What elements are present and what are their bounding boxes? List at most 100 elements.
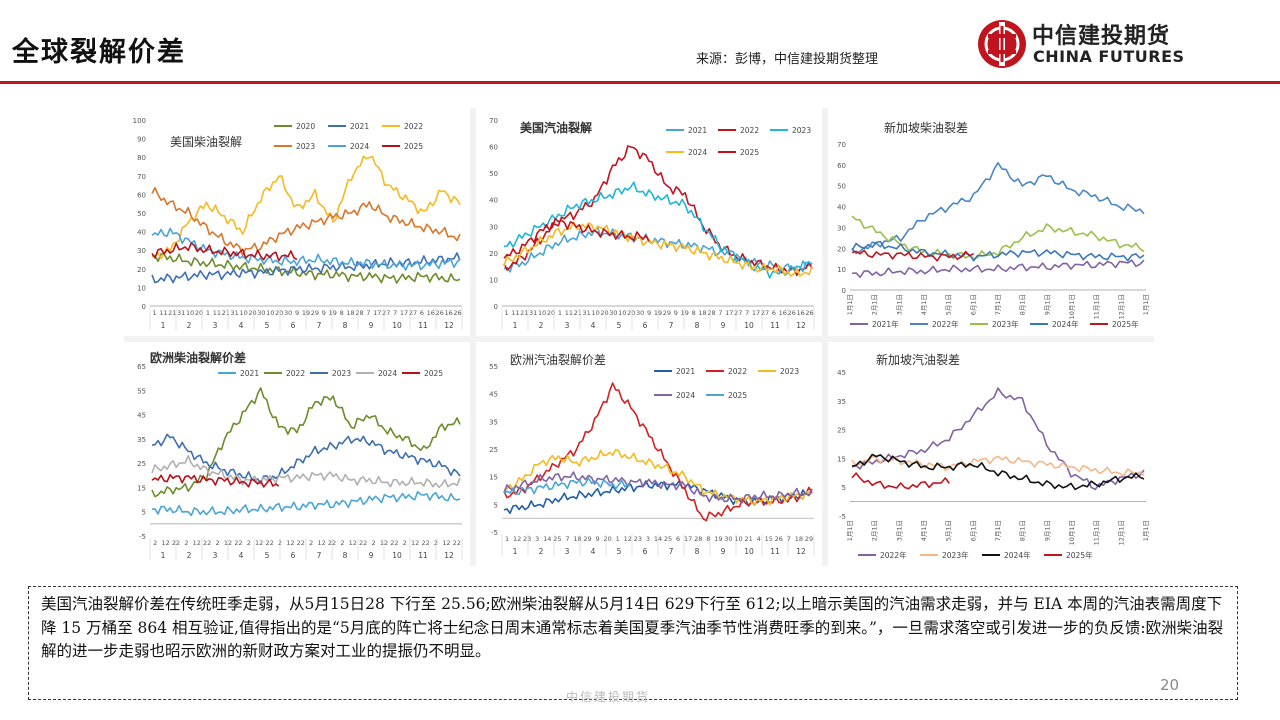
x-date-tick-label: 4 bbox=[757, 535, 761, 543]
x-date-tick-label: 30 bbox=[284, 309, 292, 317]
x-month-label: 8 bbox=[343, 551, 348, 560]
x-date-tick-label: 16 bbox=[779, 309, 787, 317]
y-tick-label: 50 bbox=[837, 183, 846, 191]
x-date-tick-label: 6 bbox=[772, 309, 776, 317]
header-divider bbox=[0, 81, 1280, 84]
page-number: 20 bbox=[1160, 676, 1180, 694]
x-tick-label: 1月1日 bbox=[846, 520, 854, 541]
x-month-label: 1 bbox=[513, 321, 518, 330]
legend-label: 2022 bbox=[728, 367, 747, 376]
x-date-tick-label: 17 bbox=[684, 535, 692, 543]
x-month-label: 9 bbox=[369, 321, 374, 330]
y-tick-label: 25 bbox=[489, 446, 498, 454]
x-date-tick-label: 30 bbox=[636, 309, 644, 317]
legend-label: 2024年 bbox=[1052, 319, 1079, 329]
x-month-label: 7 bbox=[317, 551, 322, 560]
x-date-tick-label: 2 bbox=[247, 539, 251, 547]
x-date-tick-label: 27 bbox=[409, 309, 417, 317]
chart-title: 新加坡柴油裂差 bbox=[884, 120, 968, 135]
y-tick-label: 45 bbox=[489, 391, 498, 399]
x-tick-label: 3月1日 bbox=[895, 520, 903, 541]
legend-label: 2024年 bbox=[1004, 550, 1031, 560]
x-date-tick-label: 25 bbox=[553, 535, 561, 543]
y-tick-label: 15 bbox=[837, 455, 846, 463]
chart-title: 欧洲柴油裂解价差 bbox=[150, 350, 246, 365]
x-date-tick-label: 10 bbox=[618, 309, 626, 317]
y-tick-label: 60 bbox=[489, 144, 498, 152]
legend-label: 2023 bbox=[332, 369, 351, 378]
legend-label: 2021 bbox=[688, 126, 707, 135]
x-month-label: 9 bbox=[369, 551, 374, 560]
x-tick-label: 5月1日 bbox=[945, 520, 953, 541]
y-tick-label: -5 bbox=[491, 529, 498, 537]
x-tick-label: 12月1日 bbox=[1117, 520, 1125, 545]
x-date-tick-label: 29 bbox=[805, 535, 813, 543]
legend-label: 2022年 bbox=[880, 550, 907, 560]
x-month-label: 4 bbox=[591, 547, 596, 556]
y-tick-label: 50 bbox=[137, 210, 146, 218]
x-date-tick-label: 1 bbox=[616, 535, 620, 543]
x-month-label: 11 bbox=[770, 321, 780, 330]
x-date-tick-label: 22 bbox=[234, 539, 242, 547]
x-date-tick-label: 20 bbox=[600, 309, 608, 317]
x-date-tick-label: 7 bbox=[366, 309, 370, 317]
legend-label: 2022年 bbox=[932, 319, 959, 329]
legend-label: 2021 bbox=[240, 369, 259, 378]
y-tick-label: 30 bbox=[489, 223, 498, 231]
company-logo: 中信建投期货 CHINA FUTURES bbox=[976, 16, 1196, 72]
x-date-tick-label: 12 bbox=[161, 539, 169, 547]
x-date-tick-label: 2 bbox=[184, 539, 188, 547]
y-tick-label: 40 bbox=[489, 197, 498, 205]
source-note: 来源：彭博，中信建投期货整理 bbox=[696, 52, 879, 67]
legend-label: 2025年 bbox=[1112, 319, 1139, 329]
x-date-tick-label: 18 bbox=[795, 535, 803, 543]
x-date-tick-label: 19 bbox=[714, 535, 722, 543]
x-date-tick-label: 10 bbox=[186, 309, 194, 317]
x-date-tick-label: 1 bbox=[505, 535, 509, 543]
x-tick-label: 1月1日 bbox=[1142, 294, 1150, 315]
y-tick-label: 15 bbox=[489, 474, 498, 482]
x-date-tick-label: 30 bbox=[609, 309, 617, 317]
x-date-tick-label: 1 bbox=[504, 309, 508, 317]
legend-label: 2025 bbox=[728, 391, 747, 400]
chart-eu-gasoline: 欧洲汽油裂解价差 -5 5 15 25 35 45 55 1 12 23 3 14 25 7 18 29 9 20 1… bbox=[476, 342, 822, 566]
y-tick-label: 40 bbox=[137, 229, 146, 237]
x-date-tick-label: 7 bbox=[745, 309, 749, 317]
x-date-tick-label: 12 bbox=[317, 539, 325, 547]
chart-title: 欧洲汽油裂解价差 bbox=[510, 352, 606, 367]
x-month-label: 4 bbox=[591, 321, 596, 330]
legend-label: 2021 bbox=[676, 367, 695, 376]
x-date-tick-label: 21 bbox=[520, 309, 528, 317]
y-tick-label: -5 bbox=[139, 533, 146, 541]
x-month-label: 1 bbox=[161, 551, 166, 560]
x-date-tick-label: 7 bbox=[565, 535, 569, 543]
chart-svg-sg-diesel: 新加坡柴油裂差 0 10 20 30 40 50 60 70 1月1日 2月1日 3月1日 4月1日 5月… bbox=[837, 120, 1150, 329]
chart-sg-diesel: 新加坡柴油裂差 0 10 20 30 40 50 60 70 1月1日 2月1日 3月1日 4月1日 5月… bbox=[828, 108, 1154, 336]
x-date-tick-label: 20 bbox=[604, 535, 612, 543]
series-line-2025年 bbox=[851, 472, 950, 490]
x-date-tick-label: 26 bbox=[453, 309, 461, 317]
x-date-tick-label: 21 bbox=[168, 309, 176, 317]
x-date-tick-label: 11 bbox=[159, 309, 167, 317]
x-date-tick-label: 26 bbox=[805, 309, 813, 317]
x-month-label: 2 bbox=[187, 321, 192, 330]
x-date-tick-label: 2 bbox=[153, 539, 157, 547]
x-date-tick-label: 20 bbox=[195, 309, 203, 317]
series-line-2022 bbox=[503, 145, 813, 277]
series-line-2021 bbox=[151, 252, 461, 284]
x-month-label: 7 bbox=[317, 321, 322, 330]
y-tick-label: 40 bbox=[837, 204, 846, 212]
chart-us-diesel: 美国柴油裂解 0 10 20 30 40 50 60 70 80 90 100 1 11 21 31 10 20 1… bbox=[124, 108, 470, 336]
citic-emblem-icon bbox=[978, 20, 1026, 68]
x-month-label: 1 bbox=[513, 547, 518, 556]
x-date-tick-label: 7 bbox=[787, 535, 791, 543]
x-date-tick-label: 22 bbox=[297, 539, 305, 547]
x-tick-label: 10月1日 bbox=[1068, 294, 1076, 319]
x-date-tick-label: 17 bbox=[400, 309, 408, 317]
x-month-label: 11 bbox=[418, 321, 428, 330]
x-date-tick-label: 20 bbox=[547, 309, 555, 317]
legend-label: 2020 bbox=[296, 122, 315, 131]
x-date-tick-label: 28 bbox=[694, 535, 702, 543]
footer-watermark: 中信建投期货 bbox=[566, 690, 651, 704]
